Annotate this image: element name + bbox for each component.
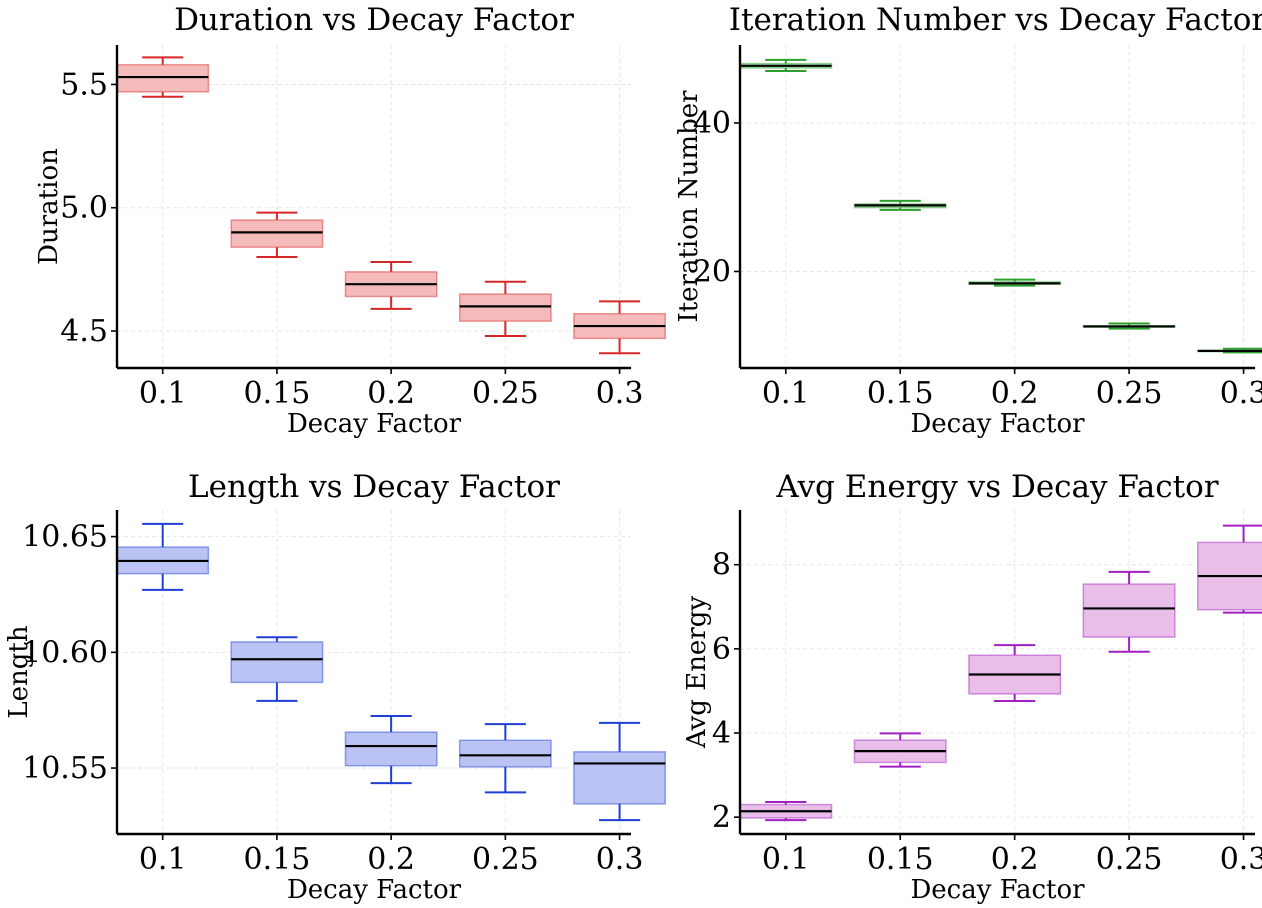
box-iqr <box>230 219 324 248</box>
y-tick-label: 10.60 <box>22 635 108 670</box>
box-0.2 <box>968 644 1062 703</box>
y-tick-label: 6 <box>712 632 731 667</box>
y-tick-label: 4.5 <box>60 314 108 349</box>
y-tick-label: 8 <box>712 548 731 583</box>
box-iqr <box>1082 583 1176 638</box>
box-0.15 <box>230 636 324 702</box>
box-0.25 <box>1082 322 1176 330</box>
box-0.25 <box>458 280 552 337</box>
x-axis-label: Decay Factor <box>287 409 462 439</box>
y-axis-label: Length <box>4 625 34 718</box>
box-0.2 <box>344 714 438 785</box>
y-tick-label: 10.55 <box>22 751 108 786</box>
box-0.25 <box>1082 570 1176 653</box>
box-0.3 <box>1197 347 1262 354</box>
box-0.3 <box>1197 524 1262 614</box>
box-iqr <box>573 751 667 805</box>
y-tick-label: 4 <box>712 716 731 751</box>
x-tick-label: 0.15 <box>244 842 311 877</box>
box-0.1 <box>739 58 833 72</box>
x-tick-label: 0.1 <box>762 842 810 877</box>
y-tick-label: 40 <box>693 106 731 141</box>
y-tick-label: 20 <box>693 254 731 289</box>
x-tick-label: 0.25 <box>472 376 539 411</box>
chart-title: Avg Energy vs Decay Factor <box>775 469 1218 505</box>
x-tick-label: 0.25 <box>1096 842 1163 877</box>
box-0.25 <box>458 723 552 794</box>
box-0.3 <box>573 721 667 822</box>
x-axis-label: Decay Factor <box>910 875 1085 905</box>
x-tick-label: 0.25 <box>472 842 539 877</box>
chart-panel-1: 0.1 0.15 0.2 0.25 0.3 4.5 5.0 5.5 Duration vs De… <box>34 2 667 439</box>
chart-title: Length vs Decay Factor <box>188 469 560 505</box>
x-axis-label: Decay Factor <box>287 875 462 905</box>
y-axis-label: Avg Energy <box>682 596 712 750</box>
chart-title: Iteration Number vs Decay Factor <box>729 2 1262 38</box>
chart-title: Duration vs Decay Factor <box>174 2 574 38</box>
box-0.2 <box>968 278 1062 287</box>
y-axis-label: Duration <box>34 148 64 265</box>
x-tick-label: 0.15 <box>867 842 934 877</box>
y-tick-label: 10.65 <box>22 520 108 555</box>
box-iqr <box>116 63 210 93</box>
x-tick-label: 0.2 <box>991 376 1039 411</box>
x-tick-label: 0.1 <box>762 376 810 411</box>
x-tick-label: 0.25 <box>1096 376 1163 411</box>
x-tick-label: 0.3 <box>596 376 644 411</box>
box-0.3 <box>573 300 667 355</box>
box-0.1 <box>739 801 833 822</box>
x-tick-label: 0.3 <box>1220 842 1262 877</box>
x-tick-label: 0.15 <box>867 376 934 411</box>
x-tick-label: 0.15 <box>244 376 311 411</box>
box-iqr <box>230 641 324 684</box>
y-tick-label: 5.0 <box>60 191 108 226</box>
x-axis-label: Decay Factor <box>910 409 1085 439</box>
x-tick-label: 0.3 <box>596 842 644 877</box>
box-0.1 <box>116 56 210 98</box>
x-tick-label: 0.2 <box>367 842 415 877</box>
box-0.1 <box>116 522 210 591</box>
x-tick-label: 0.1 <box>139 842 187 877</box>
y-tick-label: 5.5 <box>60 67 108 102</box>
box-iqr <box>458 293 552 322</box>
chart-panel-4: 0.1 0.15 0.2 0.25 0.3 2 4 6 8 Avg Energy vs Decay… <box>682 469 1262 905</box>
x-tick-label: 0.3 <box>1220 376 1262 411</box>
x-tick-label: 0.2 <box>367 376 415 411</box>
box-0.15 <box>230 211 324 259</box>
chart-panel-2: 0.1 0.15 0.2 0.25 0.3 20 40 Iteration Number vs… <box>674 2 1262 439</box>
box-iqr <box>344 731 438 767</box>
y-tick-label: 2 <box>712 800 731 835</box>
box-iqr <box>458 739 552 768</box>
box-0.15 <box>853 199 947 211</box>
x-tick-label: 0.1 <box>139 376 187 411</box>
box-0.15 <box>853 732 947 768</box>
x-tick-label: 0.2 <box>991 842 1039 877</box>
box-0.2 <box>344 260 438 310</box>
chart-panel-3: 0.1 0.15 0.2 0.25 0.3 10.55 10.60 10.65 Length v… <box>4 469 667 905</box>
y-axis-label: Iteration Number <box>674 90 704 323</box>
